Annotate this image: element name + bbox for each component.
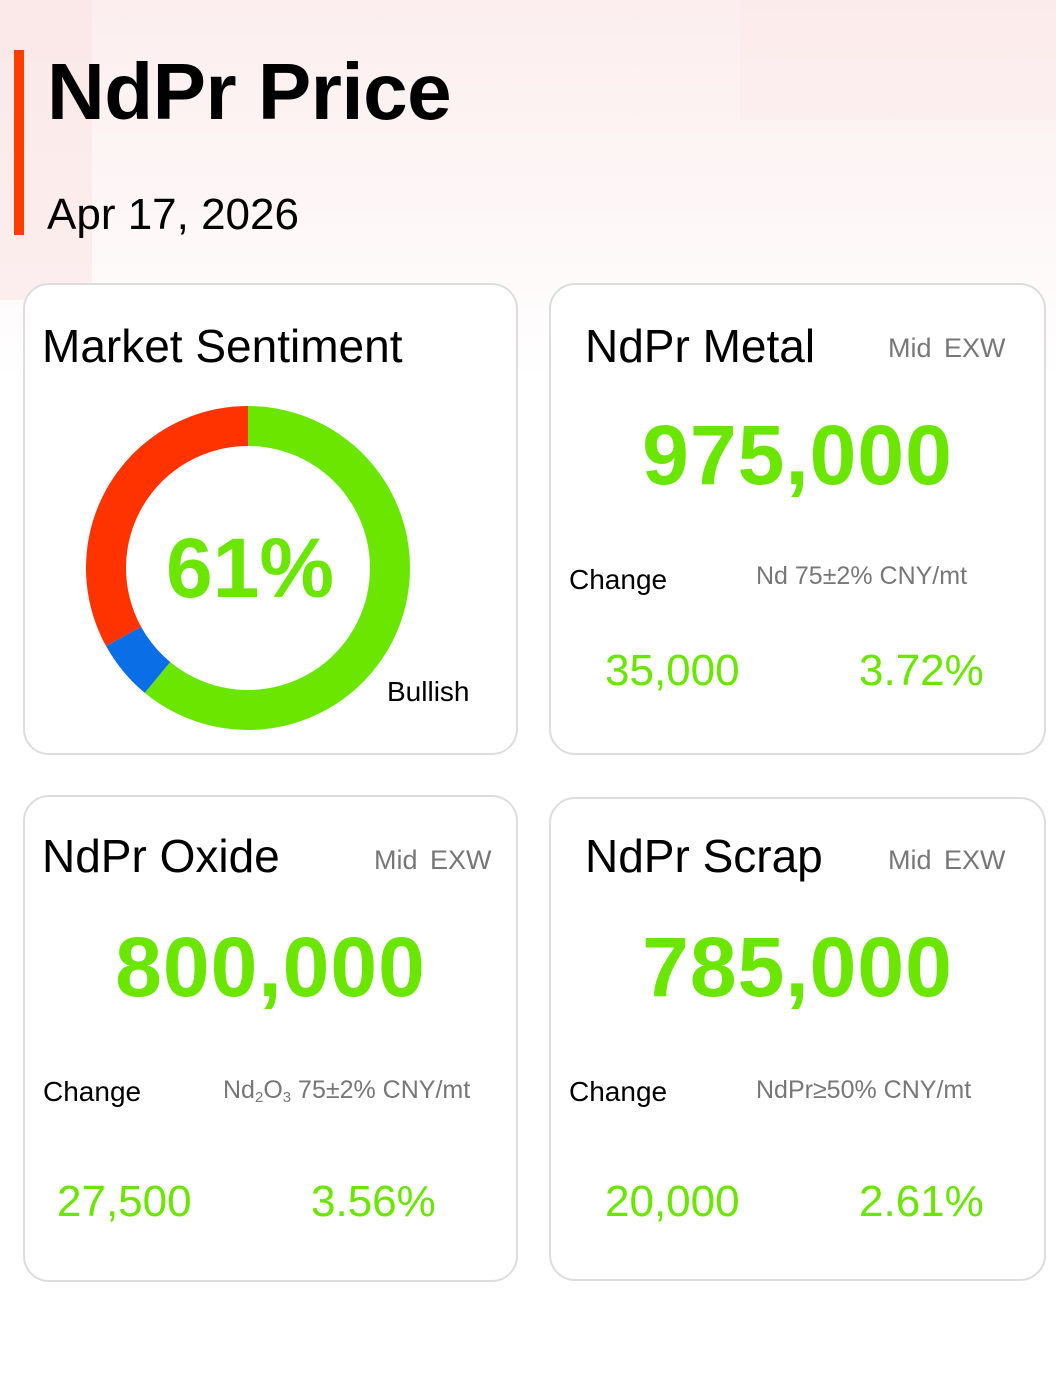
ndpr-metal-card: NdPr Metal Mid EXW 975,000 Change Nd 75±…	[549, 283, 1046, 755]
metal-price: 975,000	[642, 408, 953, 502]
delivery-terms-tag: EXW	[430, 845, 492, 875]
title-accent-bar	[14, 50, 24, 235]
background-facet	[740, 0, 1056, 120]
delivery-terms-tag: EXW	[944, 845, 1006, 875]
oxide-price: 800,000	[115, 920, 426, 1014]
sentiment-donut-chart	[86, 406, 410, 730]
change-label: Change	[43, 1076, 142, 1107]
page-title: NdPr Price	[47, 47, 452, 136]
change-percent: 3.56%	[311, 1177, 436, 1226]
sentiment-caption: Bullish	[387, 676, 470, 707]
card-title: Market Sentiment	[42, 320, 403, 372]
ndpr-oxide-card: NdPr Oxide Mid EXW 800,000 Change Nd2O3 …	[23, 795, 518, 1282]
product-spec: NdPr≥50% CNY/mt	[756, 1076, 972, 1104]
ndpr-scrap-card: NdPr Scrap Mid EXW 785,000 Change NdPr≥5…	[549, 797, 1046, 1281]
donut-segment-neutral	[106, 626, 171, 693]
change-label: Change	[569, 564, 668, 595]
card-title: NdPr Metal	[585, 320, 816, 372]
sentiment-percent: 61%	[165, 521, 335, 615]
donut-segment-bullish	[144, 406, 410, 730]
price-basis-tag: Mid	[888, 845, 932, 875]
card-title: NdPr Oxide	[42, 830, 280, 882]
card-title: NdPr Scrap	[585, 830, 823, 882]
change-amount: 20,000	[605, 1177, 740, 1226]
product-spec: Nd2O3 75±2% CNY/mt	[223, 1076, 471, 1106]
price-basis-tag: Mid	[374, 845, 418, 875]
change-percent: 3.72%	[859, 646, 984, 695]
change-amount: 35,000	[605, 646, 740, 695]
page-date: Apr 17, 2026	[47, 190, 299, 239]
change-amount: 27,500	[57, 1177, 192, 1226]
change-percent: 2.61%	[859, 1177, 984, 1226]
scrap-price: 785,000	[642, 920, 953, 1014]
delivery-terms-tag: EXW	[944, 333, 1006, 363]
product-spec: Nd 75±2% CNY/mt	[756, 562, 968, 590]
donut-segment-bearish	[86, 406, 249, 647]
change-label: Change	[569, 1076, 668, 1107]
price-basis-tag: Mid	[888, 333, 932, 363]
